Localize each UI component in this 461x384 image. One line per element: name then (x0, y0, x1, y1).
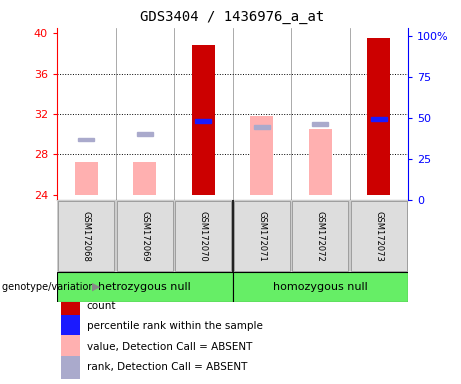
Text: GSM172071: GSM172071 (257, 211, 266, 262)
Bar (195, 119, 212, 123)
Text: GSM172072: GSM172072 (316, 211, 325, 262)
Text: count: count (87, 301, 116, 311)
Bar (234, 202, 290, 271)
Bar (232, 272, 408, 302)
Bar (351, 202, 407, 271)
Text: ▶: ▶ (92, 282, 100, 292)
Bar (308, 129, 332, 195)
Bar (60, 294, 80, 317)
Bar (250, 116, 273, 195)
Bar (60, 315, 80, 338)
Bar (117, 202, 173, 271)
Bar (75, 162, 98, 195)
Bar (60, 356, 80, 379)
Title: GDS3404 / 1436976_a_at: GDS3404 / 1436976_a_at (141, 10, 325, 24)
Bar (254, 126, 270, 129)
Bar (192, 45, 215, 195)
Text: GSM172069: GSM172069 (140, 211, 149, 262)
Bar (367, 38, 390, 195)
Bar (78, 137, 95, 141)
Bar (175, 202, 231, 271)
Bar (292, 202, 349, 271)
Text: percentile rank within the sample: percentile rank within the sample (87, 321, 263, 331)
Bar (133, 162, 156, 195)
Text: genotype/variation: genotype/variation (2, 282, 98, 292)
Bar (136, 132, 153, 136)
Bar (312, 122, 328, 126)
Bar (60, 335, 80, 358)
Text: hetrozygous null: hetrozygous null (98, 282, 191, 292)
Bar (371, 117, 387, 121)
Bar (57, 272, 232, 302)
Text: GSM172070: GSM172070 (199, 211, 208, 262)
Bar (58, 202, 114, 271)
Text: value, Detection Call = ABSENT: value, Detection Call = ABSENT (87, 342, 252, 352)
Text: GSM172068: GSM172068 (82, 210, 91, 262)
Text: homozygous null: homozygous null (273, 282, 367, 292)
Text: rank, Detection Call = ABSENT: rank, Detection Call = ABSENT (87, 362, 247, 372)
Text: GSM172073: GSM172073 (374, 210, 383, 262)
